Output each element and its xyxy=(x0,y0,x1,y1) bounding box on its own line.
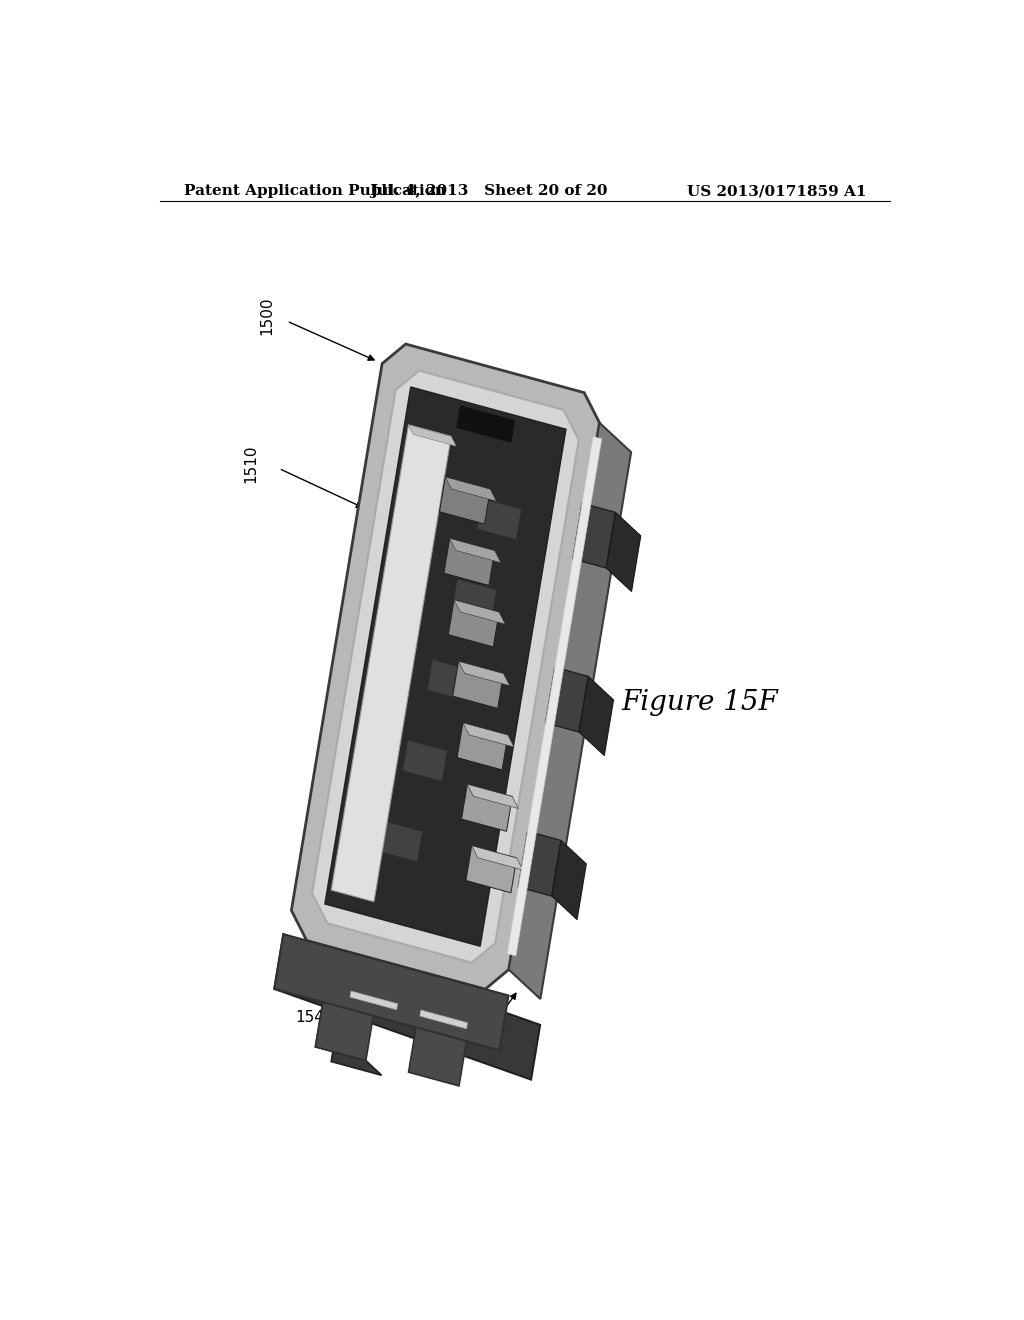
Polygon shape xyxy=(466,846,517,892)
Text: Patent Application Publication: Patent Application Publication xyxy=(183,185,445,198)
Polygon shape xyxy=(459,661,510,685)
Polygon shape xyxy=(454,599,505,624)
Polygon shape xyxy=(449,599,499,647)
Polygon shape xyxy=(350,991,397,1010)
Text: 1540: 1540 xyxy=(295,1010,334,1024)
Polygon shape xyxy=(445,477,497,502)
Polygon shape xyxy=(509,422,631,999)
Polygon shape xyxy=(409,425,456,446)
Polygon shape xyxy=(453,579,497,620)
Text: 1500: 1500 xyxy=(259,297,274,335)
Polygon shape xyxy=(463,723,514,747)
Polygon shape xyxy=(572,503,615,568)
Polygon shape xyxy=(477,499,521,540)
Polygon shape xyxy=(403,741,446,781)
Polygon shape xyxy=(332,425,452,902)
Polygon shape xyxy=(457,723,508,770)
Polygon shape xyxy=(439,477,490,524)
Polygon shape xyxy=(274,935,509,1051)
Polygon shape xyxy=(315,1002,374,1060)
Text: Figure 15F: Figure 15F xyxy=(621,689,778,715)
Polygon shape xyxy=(579,676,613,755)
Text: 1510: 1510 xyxy=(244,444,258,483)
Polygon shape xyxy=(450,539,501,562)
Polygon shape xyxy=(457,405,515,442)
Polygon shape xyxy=(472,846,523,870)
Text: Jul. 4, 2013   Sheet 20 of 20: Jul. 4, 2013 Sheet 20 of 20 xyxy=(371,185,608,198)
Polygon shape xyxy=(312,371,579,962)
Polygon shape xyxy=(507,437,602,956)
Polygon shape xyxy=(453,661,504,709)
Polygon shape xyxy=(409,1027,466,1086)
Polygon shape xyxy=(420,1010,468,1028)
Polygon shape xyxy=(518,832,561,896)
Text: US 2013/0171859 A1: US 2013/0171859 A1 xyxy=(686,185,866,198)
Polygon shape xyxy=(462,784,512,832)
Polygon shape xyxy=(378,821,422,862)
Polygon shape xyxy=(315,1002,382,1076)
Polygon shape xyxy=(546,668,588,733)
Polygon shape xyxy=(274,935,540,1080)
Text: 1542: 1542 xyxy=(462,1016,501,1032)
Polygon shape xyxy=(428,660,471,701)
Polygon shape xyxy=(552,841,587,920)
Polygon shape xyxy=(292,345,599,989)
Polygon shape xyxy=(444,539,495,586)
Polygon shape xyxy=(467,784,518,809)
Polygon shape xyxy=(606,512,641,591)
Polygon shape xyxy=(325,387,566,946)
